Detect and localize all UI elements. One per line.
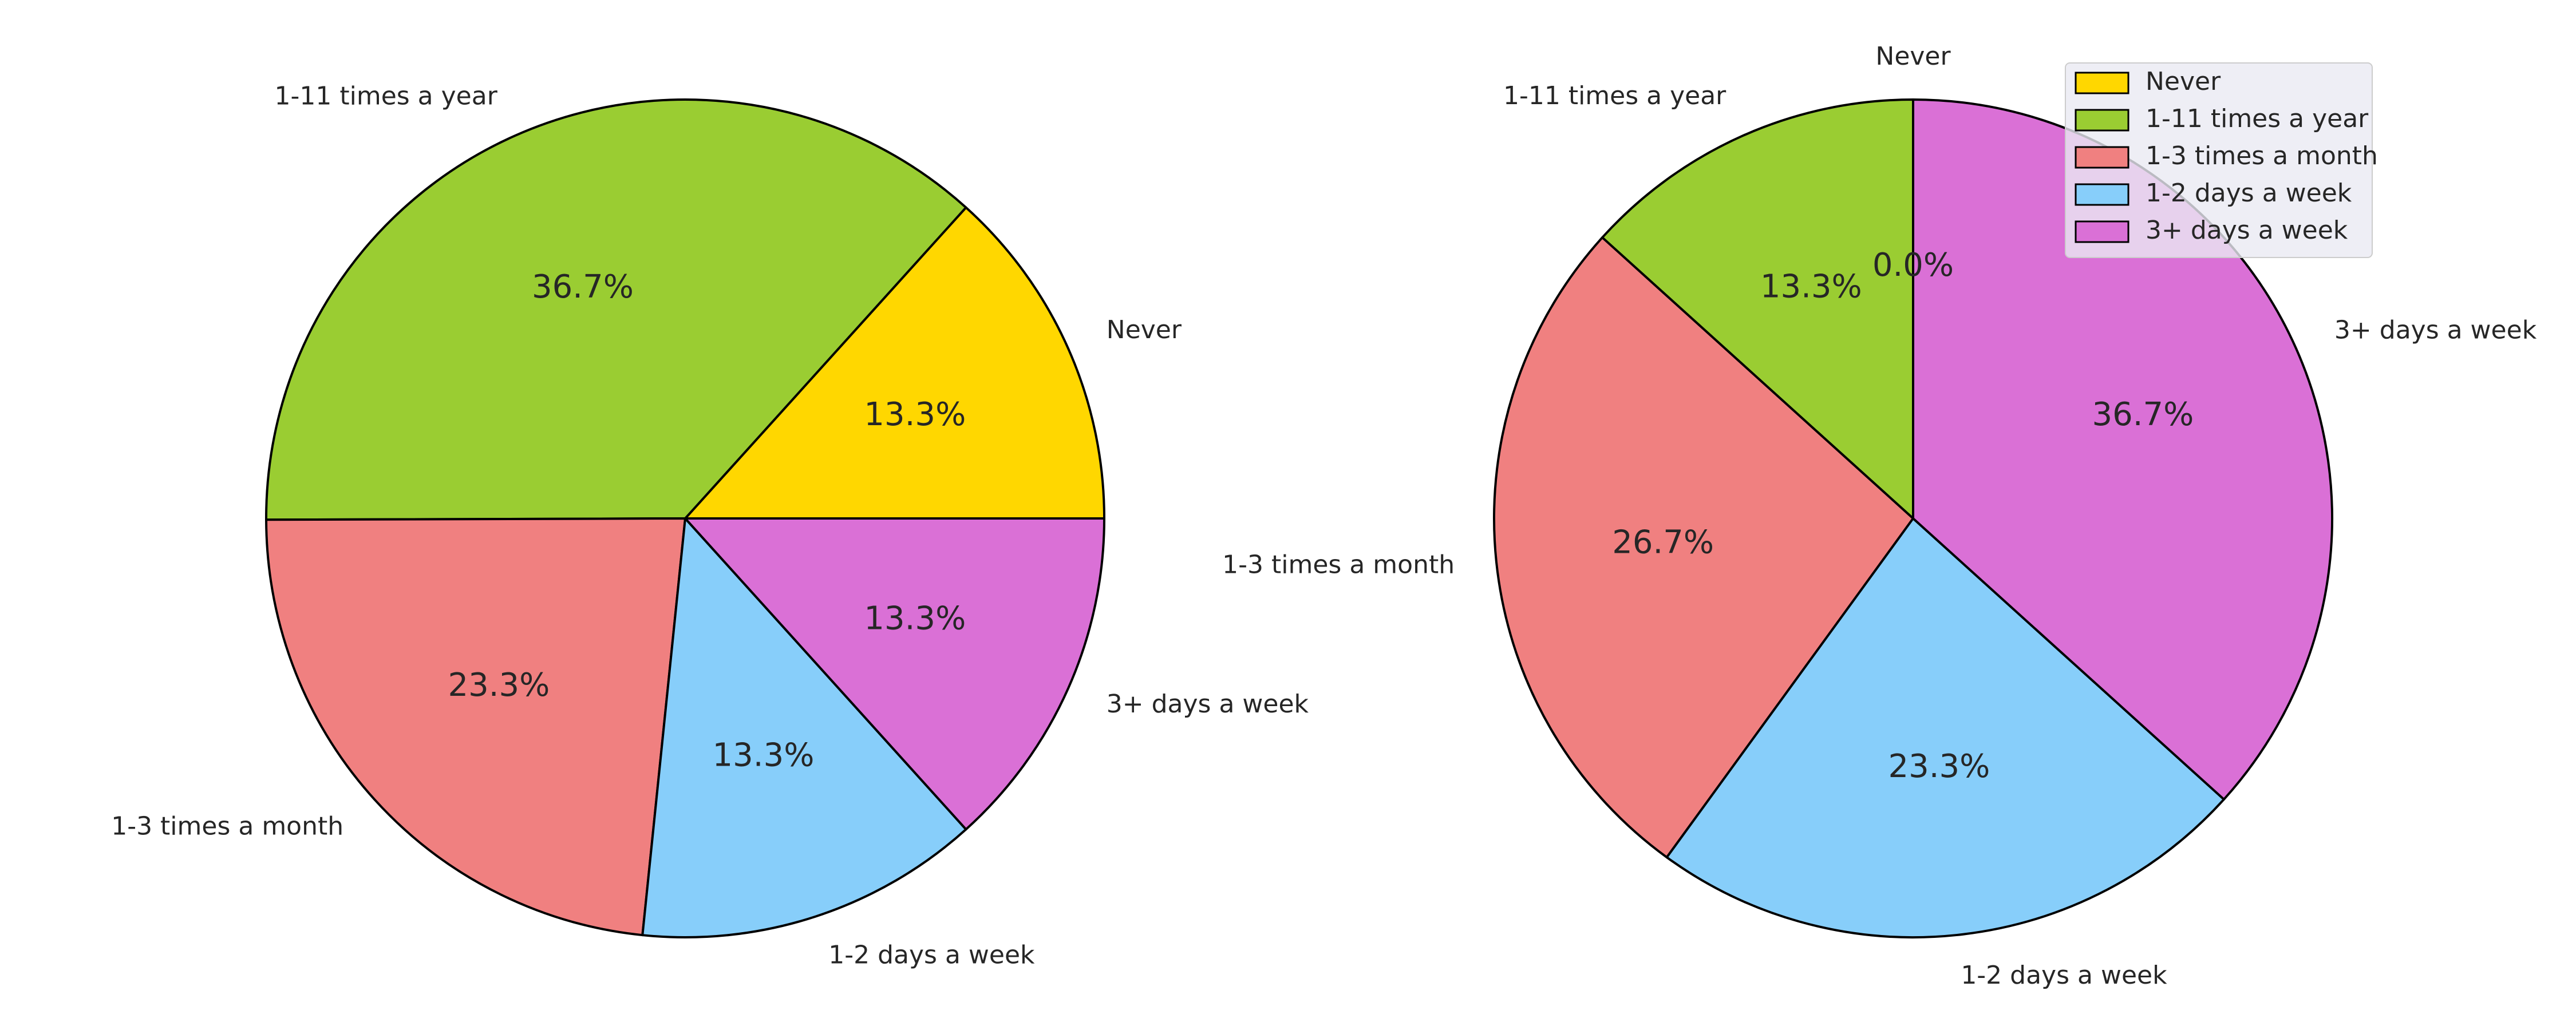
pie-slice-3-days-a-week [1912,98,2334,801]
pie-chart-2: Never 0.0% 1-11 times a year 13.3% 1-3 times… [1222,42,2537,990]
slice-label-1-11-times-a-year: 1-11 times a year [1503,81,1726,110]
slice-label-never: Never [1875,42,1951,71]
pie-slice-1-3-times-a-month [265,517,686,937]
legend-swatch-1-3-times-a-month [2075,146,2129,169]
pie-slice-1-11-times-a-year [265,98,967,521]
legend-swatch-1-11-times-a-year [2075,109,2129,132]
slice-label-1-3-times-a-month: 1-3 times a month [1222,550,1455,579]
legend-swatch-3-days-a-week [2075,220,2129,243]
slice-label-3-days-a-week: 3+ days a week [2334,315,2537,344]
legend-label-1-11-times-a-year: 1-11 times a year [2146,104,2369,133]
slice-label-1-3-times-a-month: 1-3 times a month [111,811,343,841]
legend-box [2065,62,2373,258]
pct-label-3-days-a-week: 13.3% [864,600,966,637]
pct-label-never: 13.3% [864,396,966,433]
slice-label-1-2-days-a-week: 1-2 days a week [1961,961,2167,990]
pct-label-1-3-times-a-month: 23.3% [448,667,550,704]
pie-slices [1493,98,2334,938]
pct-label-1-3-times-a-month: 26.7% [1612,524,1714,561]
pie-labels: Never 0.0% 1-11 times a year 13.3% 1-3 times… [1222,42,2537,990]
pct-label-1-11-times-a-year: 13.3% [1760,268,1862,306]
pct-label-never: 0.0% [1872,247,1954,284]
slice-label-3-days-a-week: 3+ days a week [1107,690,1309,719]
legend-label-1-3-times-a-month: 1-3 times a month [2146,141,2378,171]
legend-label-never: Never [2146,67,2221,96]
legend-swatch-1-2-days-a-week [2075,183,2129,206]
pie-slices [265,98,1105,938]
legend-label-1-2-days-a-week: 1-2 days a week [2146,179,2352,208]
pie-labels: Never 13.3% 1-11 times a year 36.7% 1-3 time… [111,82,1309,970]
pie-chart-1: Never 13.3% 1-11 times a year 36.7% 1-3 time… [111,82,1309,970]
pie-slice-1-3-times-a-month [1493,236,1914,859]
pct-label-1-2-days-a-week: 13.3% [713,737,815,774]
pie-slice-1-2-days-a-week [641,517,967,938]
pie-slice-3-days-a-week [684,517,1105,831]
legend: Never 1-11 times a year 1-3 times a month 1… [2065,62,2378,258]
slice-label-1-11-times-a-year: 1-11 times a year [275,82,498,111]
pie-slice-1-2-days-a-week [1665,517,2225,938]
slice-label-1-2-days-a-week: 1-2 days a week [828,940,1035,969]
legend-swatch-never [2075,72,2129,94]
legend-label-3-days-a-week: 3+ days a week [2146,216,2348,245]
pct-label-1-11-times-a-year: 36.7% [532,268,634,306]
pie-slice-1-11-times-a-year [1601,98,1914,520]
pct-label-3-days-a-week: 36.7% [2092,396,2194,433]
slice-label-never: Never [1107,315,1182,344]
pct-label-1-2-days-a-week: 23.3% [1888,748,1990,785]
pie-slice-never [684,206,1105,520]
